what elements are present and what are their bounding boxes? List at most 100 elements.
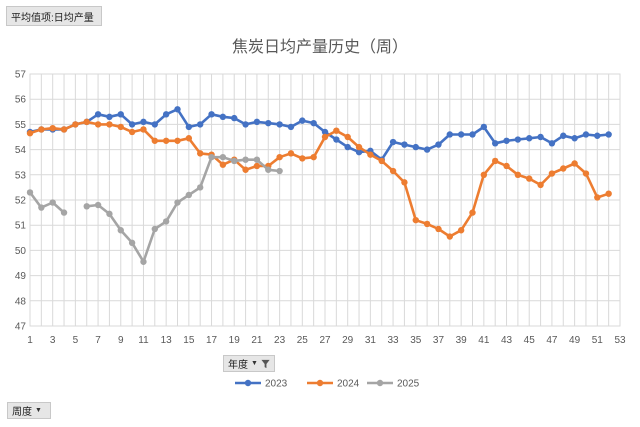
data-point-2024 xyxy=(117,123,124,131)
x-tick-label: 27 xyxy=(319,335,331,346)
x-tick-label: 45 xyxy=(524,335,536,346)
data-point-2025 xyxy=(196,184,204,191)
x-tick-label: 41 xyxy=(478,335,490,346)
data-point-2025 xyxy=(162,218,170,225)
axis-filter-button[interactable]: 周度 ▼ xyxy=(7,402,51,419)
data-point-2023 xyxy=(594,132,601,139)
y-tick-label: 49 xyxy=(15,271,27,282)
data-point-2023 xyxy=(219,113,227,121)
data-point-2024 xyxy=(469,209,476,216)
data-point-2023 xyxy=(412,143,419,151)
series-filter-label: 年度 xyxy=(228,360,248,371)
data-point-2023 xyxy=(571,135,578,142)
data-point-2024 xyxy=(526,175,533,182)
data-point-2025 xyxy=(38,204,45,211)
data-point-2024 xyxy=(378,157,385,165)
data-point-2023 xyxy=(560,132,567,139)
x-tick-label: 9 xyxy=(118,335,124,346)
x-tick-label: 53 xyxy=(614,335,626,346)
y-tick-label: 53 xyxy=(15,170,27,181)
x-tick-label: 29 xyxy=(342,335,354,346)
data-point-2023 xyxy=(276,121,283,128)
data-point-2024 xyxy=(49,124,56,132)
data-point-2023 xyxy=(344,143,351,151)
data-point-2023 xyxy=(128,121,136,128)
data-point-2024 xyxy=(389,167,397,175)
data-point-2023 xyxy=(140,118,147,126)
data-point-2024 xyxy=(310,153,317,161)
y-tick-label: 57 xyxy=(15,70,27,81)
legend-marker-2023 xyxy=(244,379,252,387)
x-tick-label: 5 xyxy=(73,335,79,346)
x-tick-label: 11 xyxy=(138,335,149,346)
data-point-2024 xyxy=(276,153,283,161)
data-point-2024 xyxy=(253,162,261,170)
data-point-2024 xyxy=(196,150,204,157)
y-tick-label: 51 xyxy=(15,221,27,232)
x-tick-label: 3 xyxy=(50,335,56,346)
data-point-2025 xyxy=(185,191,193,199)
data-point-2024 xyxy=(480,171,488,178)
data-point-2023 xyxy=(423,146,431,153)
y-tick-label: 54 xyxy=(15,145,27,156)
value-field-button[interactable]: 平均值项:日均产量 xyxy=(6,6,102,26)
data-point-2024 xyxy=(355,143,363,151)
x-tick-label: 21 xyxy=(251,335,263,346)
axis-filter-label: 周度 xyxy=(12,407,32,418)
x-tick-label: 39 xyxy=(456,335,468,346)
legend-marker-2024 xyxy=(316,379,324,387)
data-point-2025 xyxy=(174,199,181,206)
data-point-2024 xyxy=(174,137,181,144)
data-point-2024 xyxy=(333,127,340,134)
data-point-2024 xyxy=(367,151,374,158)
legend-label: 2024 xyxy=(337,379,360,390)
data-point-2024 xyxy=(537,181,544,189)
data-point-2023 xyxy=(514,136,522,143)
data-point-2025 xyxy=(208,153,215,161)
data-point-2025 xyxy=(253,156,261,163)
x-tick-label: 43 xyxy=(501,335,513,346)
data-point-2023 xyxy=(503,137,510,144)
data-point-2025 xyxy=(83,203,90,210)
data-point-2025 xyxy=(49,199,56,206)
data-point-2024 xyxy=(299,155,306,162)
data-point-2023 xyxy=(253,118,261,126)
data-point-2023 xyxy=(185,123,193,131)
y-tick-label: 56 xyxy=(15,95,27,106)
data-point-2024 xyxy=(219,161,227,168)
data-point-2024 xyxy=(287,150,295,157)
data-point-2025 xyxy=(231,157,238,165)
data-point-2023 xyxy=(151,121,159,128)
data-point-2024 xyxy=(491,157,499,165)
data-point-2024 xyxy=(60,126,68,133)
data-point-2024 xyxy=(412,216,419,224)
data-point-2023 xyxy=(174,106,181,113)
data-point-2023 xyxy=(94,111,102,118)
data-point-2024 xyxy=(94,121,102,128)
data-point-2024 xyxy=(514,171,522,178)
data-point-2025 xyxy=(276,167,283,175)
data-point-2023 xyxy=(287,123,295,131)
data-point-2025 xyxy=(219,153,227,161)
data-point-2023 xyxy=(196,121,204,128)
data-point-2023 xyxy=(321,128,329,136)
x-tick-label: 7 xyxy=(95,335,101,346)
series-filter-button[interactable]: 年度 ▼ xyxy=(223,355,275,372)
data-point-2023 xyxy=(582,131,590,138)
data-point-2024 xyxy=(594,194,601,201)
x-tick-label: 47 xyxy=(546,335,558,346)
data-point-2024 xyxy=(560,165,567,172)
series-line-2023 xyxy=(29,108,609,161)
data-point-2023 xyxy=(242,121,249,128)
data-point-2023 xyxy=(548,140,556,147)
data-point-2025 xyxy=(94,201,102,209)
data-point-2024 xyxy=(605,190,612,197)
data-point-2024 xyxy=(571,160,578,167)
data-point-2024 xyxy=(72,121,79,128)
data-point-2023 xyxy=(106,113,113,121)
data-point-2023 xyxy=(389,138,397,146)
y-tick-label: 50 xyxy=(15,246,27,257)
data-point-2024 xyxy=(503,162,510,170)
data-point-2025 xyxy=(151,225,159,233)
data-point-2023 xyxy=(491,140,499,147)
